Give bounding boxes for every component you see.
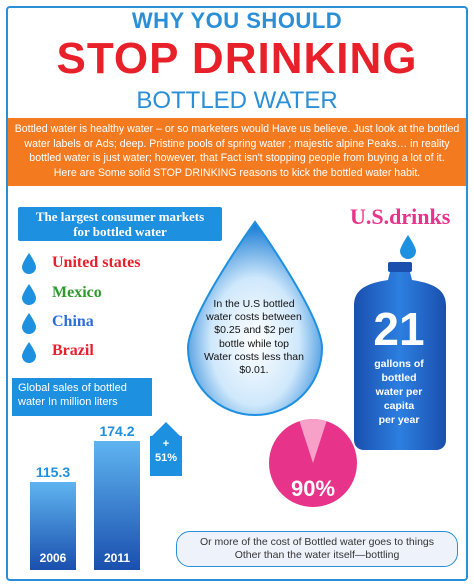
cost-line: Water costs less than <box>204 350 304 363</box>
usdrinks-text: gallons of bottled water per capita per … <box>360 357 438 427</box>
header-title: STOP DRINKING <box>56 34 418 83</box>
intro-line: bottled water is just water; however, th… <box>29 152 445 164</box>
bar-year-2006: 2006 <box>39 551 67 565</box>
water-drop-icon <box>22 313 36 334</box>
up-arrow-icon <box>150 422 182 438</box>
intro-line: water labels or Ads; deep. Pristine pool… <box>24 137 450 150</box>
cost-line: water costs between <box>206 311 302 324</box>
sales-title-line: Global sales of bottled <box>18 382 127 394</box>
cost-text: In the U.S bottled water costs between $… <box>202 298 306 377</box>
bar-year-2011: 2011 <box>103 551 131 565</box>
note-line: Or more of the cost of Bottled water goe… <box>199 536 435 548</box>
sales-title-box: Global sales of bottled water In million… <box>12 378 152 416</box>
water-drop-icon <box>400 235 416 259</box>
cost-line: $0.01. <box>239 364 269 377</box>
growth-percent: 51% <box>154 452 178 464</box>
growth-plus: + <box>162 438 170 450</box>
infographic-frame <box>6 6 468 581</box>
usdrinks-line: gallons of <box>374 358 424 370</box>
growth-badge: + 51% <box>150 436 182 476</box>
intro-line: Here are Some solid STOP DRINKING reason… <box>53 166 421 179</box>
markets-title-line: The largest consumer markets <box>35 209 205 224</box>
sales-title-line: water In million liters <box>18 396 118 408</box>
cost-note: Or more of the cost of Bottled water goe… <box>176 531 458 567</box>
water-drop-icon <box>22 253 36 274</box>
bar-value-2006: 115.3 <box>35 464 71 480</box>
usdrinks-title: U.S.drinks <box>350 204 451 229</box>
markets-title-line: for bottled water <box>73 224 167 239</box>
usdrinks-line: capita <box>383 400 415 412</box>
country-china: China <box>52 313 94 330</box>
pie-slice-remainder <box>299 418 327 463</box>
usdrinks-number: 21 <box>373 303 425 355</box>
intro-panel: Bottled water is healthy water – or so m… <box>8 118 466 186</box>
water-drop-icon <box>22 342 36 363</box>
bar-2011 <box>94 441 140 570</box>
country-brazil: Brazil <box>52 342 94 359</box>
note-line: Other than the water itself—bottling <box>234 549 400 561</box>
usdrinks-line: bottled <box>381 372 417 384</box>
water-jug-icon <box>354 262 446 450</box>
header-line-3: BOTTLED WATER <box>136 87 338 114</box>
cost-line: In the U.S bottled <box>213 298 295 310</box>
water-drop-icon <box>186 220 324 416</box>
bar-value-2011: 174.2 <box>99 423 135 439</box>
cost-line: bottle while top <box>218 337 290 350</box>
country-united-states: United states <box>52 254 141 271</box>
cost-line: $0.25 and $2 per <box>214 324 294 337</box>
country-mexico: Mexico <box>52 284 102 301</box>
markets-title-box: The largest consumer markets for bottled… <box>18 207 222 241</box>
pie-chart <box>269 418 357 507</box>
usdrinks-line: water per <box>375 386 423 398</box>
usdrinks-line: per year <box>378 414 420 426</box>
pie-percent: 90% <box>290 476 336 501</box>
intro-line: Bottled water is healthy water – or so m… <box>14 123 460 135</box>
header-line-1: WHY YOU SHOULD <box>131 8 343 33</box>
bar-2006 <box>30 482 76 570</box>
water-drop-icon <box>22 284 36 305</box>
